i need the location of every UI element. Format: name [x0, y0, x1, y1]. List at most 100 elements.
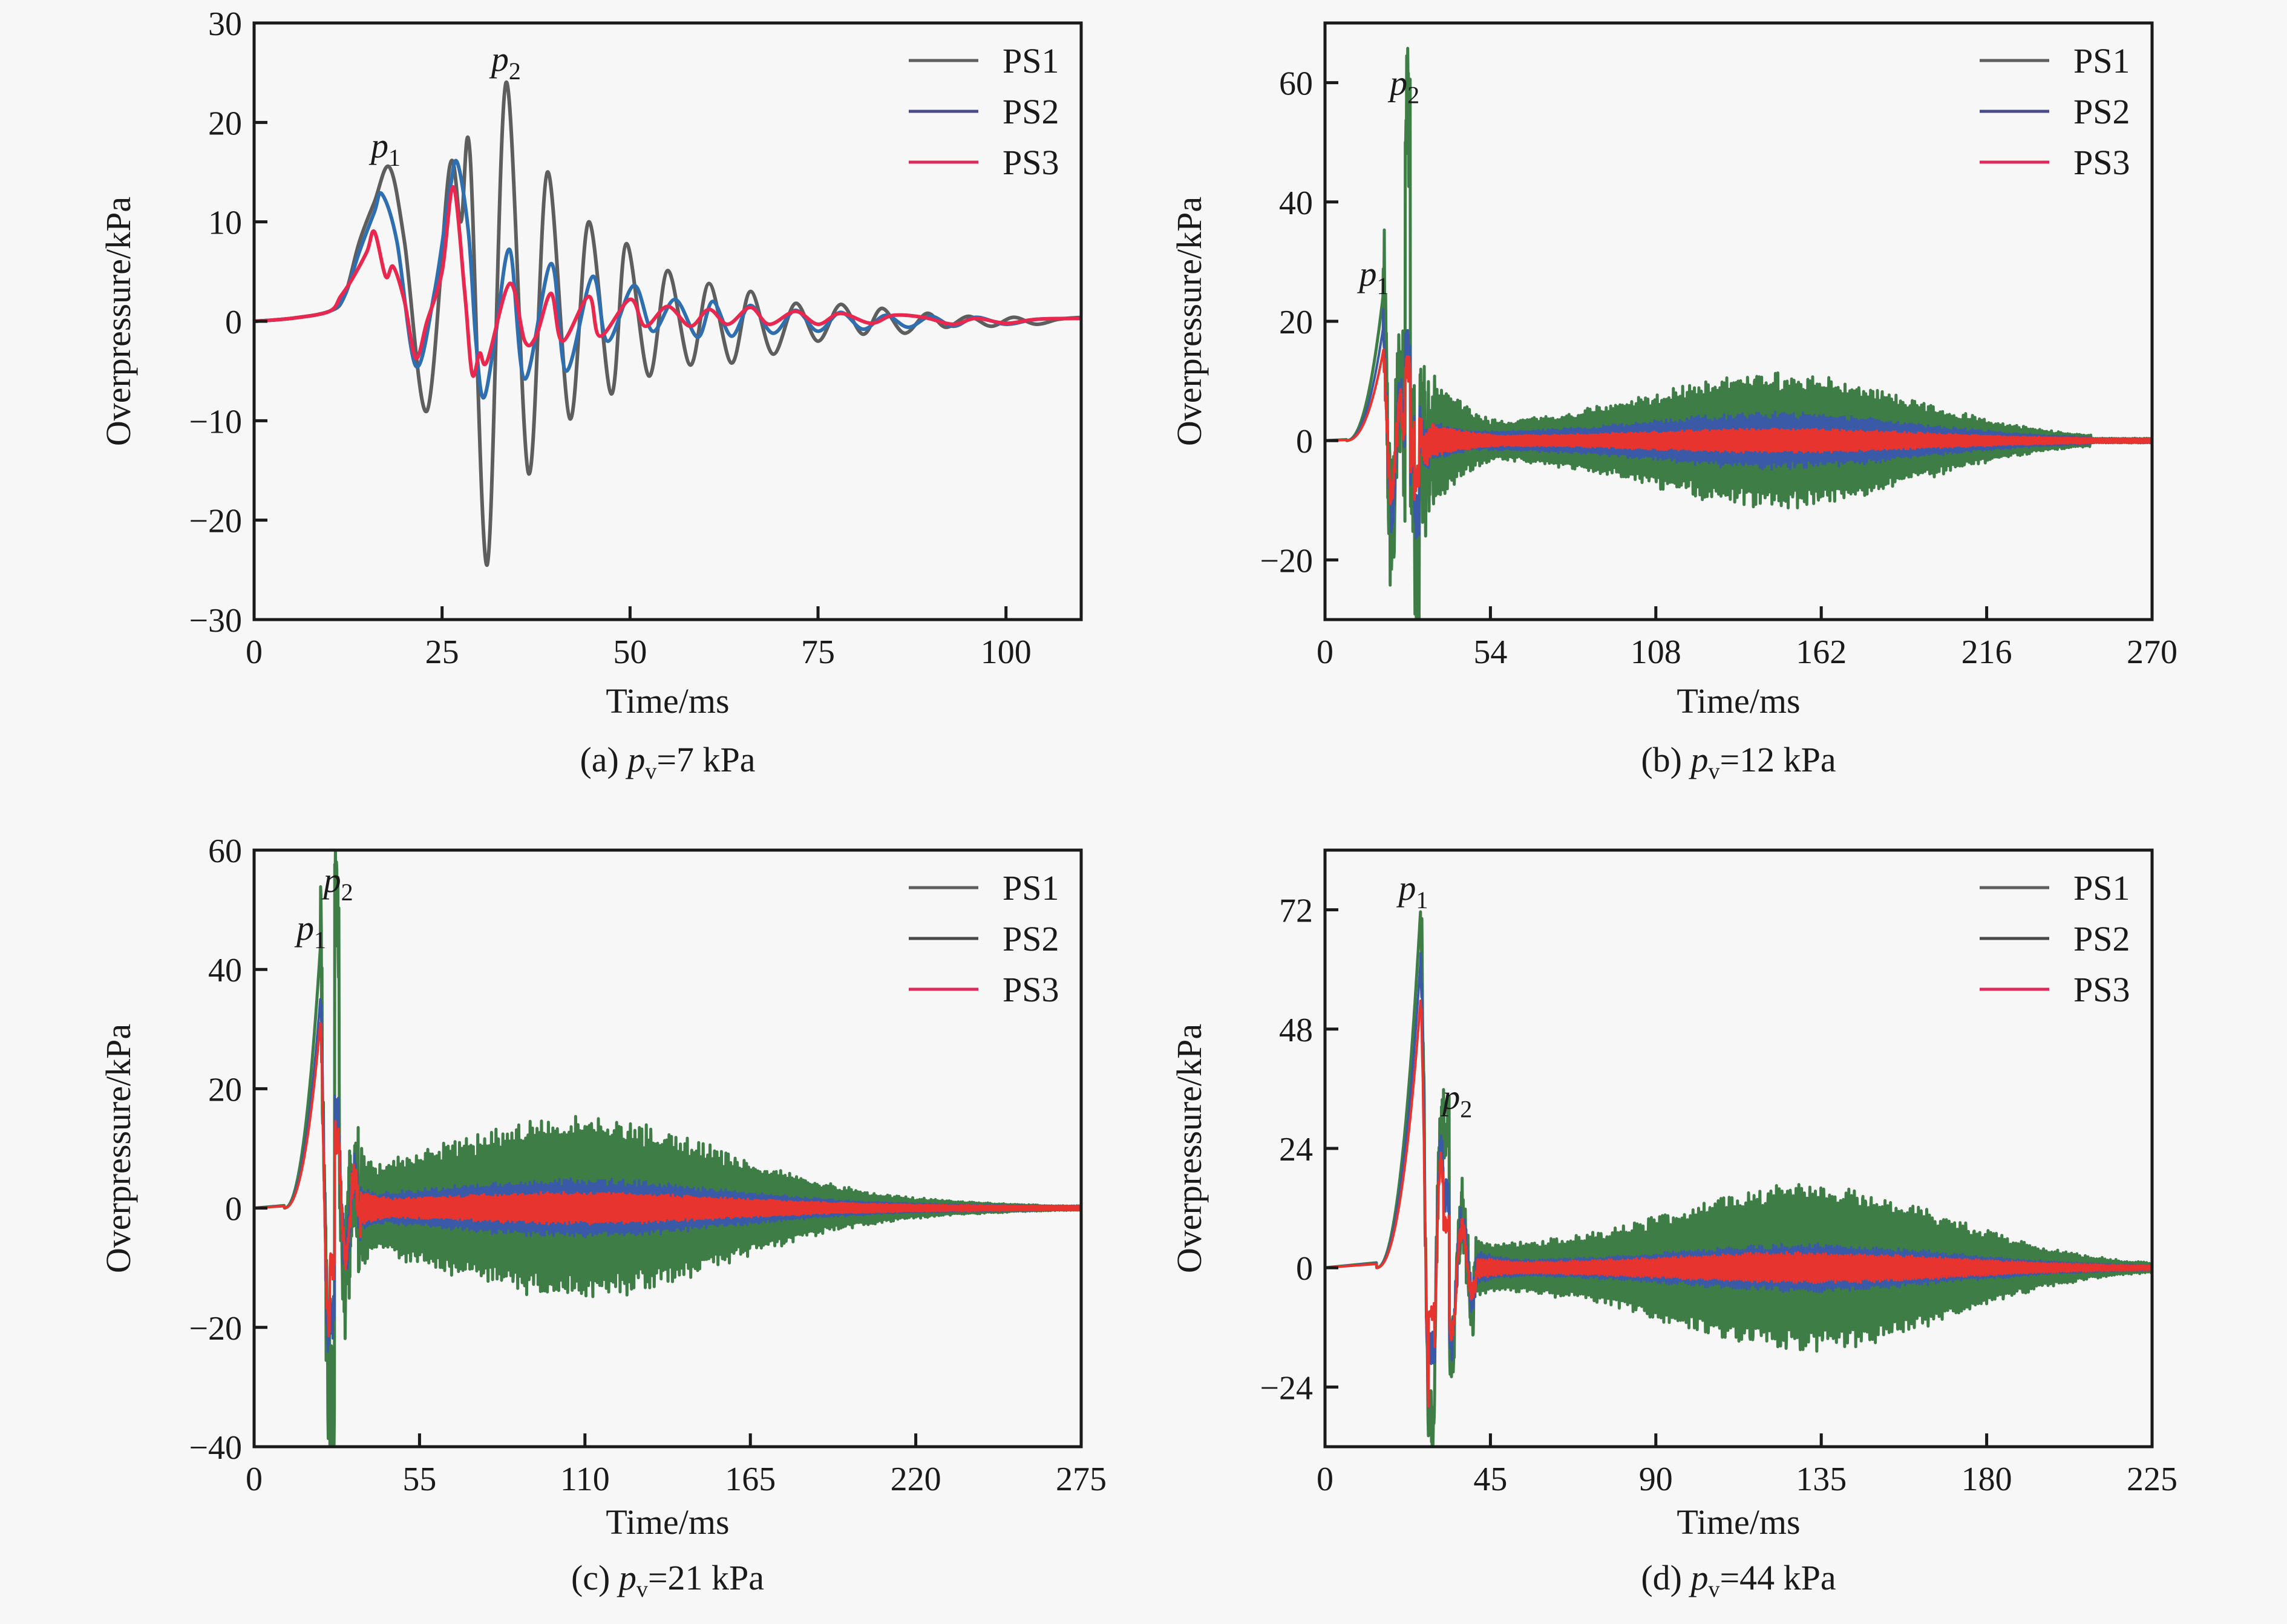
y-tick-label: −20 — [189, 503, 242, 540]
series-line-ps3 — [254, 185, 1081, 378]
panel-caption: (c) pv=21 kPa — [571, 1558, 764, 1602]
peak-label-p1: p1 — [1357, 254, 1389, 300]
plot-area — [1325, 47, 2152, 620]
series-line-ps3 — [1325, 348, 2152, 505]
caption-prefix: (d) — [1641, 1558, 1690, 1597]
y-tick-label: 24 — [1279, 1131, 1313, 1168]
caption-variable: p — [617, 1558, 636, 1597]
y-tick-label: 0 — [1296, 1250, 1313, 1288]
legend-item-ps1: PS1 — [1980, 41, 2130, 80]
x-axis-title: Time/ms — [606, 1502, 729, 1542]
legend-item-ps3: PS3 — [909, 143, 1059, 182]
panel-c: 0 55 110 165 220 275 −40 −20 0 20 40 60 Time/ms Overp… — [99, 833, 1107, 1602]
legend-label: PS1 — [1003, 868, 1059, 908]
peak-label-p2: p2 — [489, 39, 521, 85]
y-tick-label: 0 — [225, 304, 242, 341]
x-tick-label: 100 — [981, 634, 1032, 671]
panel-caption: (b) pv=12 kPa — [1641, 740, 1836, 784]
caption-subscript: v — [1708, 1577, 1719, 1602]
series-line-ps3 — [1325, 1000, 2152, 1408]
caption-value: =7 kPa — [656, 740, 755, 779]
y-tick-label: −20 — [189, 1310, 242, 1347]
peak-label-subscript: 2 — [1460, 1095, 1472, 1122]
y-tick-label: −24 — [1260, 1369, 1313, 1407]
panel-caption: (d) pv=44 kPa — [1641, 1558, 1836, 1602]
y-tick-label: 20 — [1279, 304, 1313, 341]
panel-a: 0 25 50 75 100 −30 −20 −10 0 10 20 30 Time/ms Overpre… — [99, 5, 1083, 784]
x-tick-label: 55 — [402, 1461, 436, 1498]
plot-area — [254, 80, 1081, 567]
x-axis-title: Time/ms — [1677, 681, 1800, 721]
x-tick-label: 25 — [425, 634, 459, 671]
panel-d: 0 45 90 135 180 225 −24 0 24 48 72 Time/ms Overpress… — [1170, 848, 2177, 1602]
legend-label: PS1 — [2073, 868, 2130, 908]
legend-item-ps1: PS1 — [1980, 868, 2130, 908]
caption-value: =21 kPa — [648, 1558, 764, 1597]
peak-label-p2: p2 — [1387, 63, 1419, 108]
x-tick-label: 270 — [2127, 634, 2177, 671]
caption-subscript: v — [1708, 759, 1719, 784]
legend-item-ps1: PS1 — [909, 868, 1059, 908]
y-tick-label: 48 — [1279, 1012, 1313, 1049]
y-tick-label: 40 — [1279, 185, 1313, 222]
legend-item-ps1: PS1 — [909, 41, 1059, 80]
caption-variable: p — [1688, 1558, 1708, 1597]
x-tick-label: 275 — [1056, 1461, 1107, 1498]
peak-label-p1: p1 — [1396, 868, 1428, 914]
y-axis-title: Overpressure/kPa — [99, 1024, 138, 1273]
peak-label-p1: p1 — [368, 126, 401, 171]
series-line-ps1 — [1325, 47, 2152, 620]
x-tick-label: 0 — [246, 634, 263, 671]
caption-prefix: (c) — [571, 1558, 619, 1597]
x-tick-label: 45 — [1473, 1461, 1507, 1498]
caption-variable: p — [625, 740, 645, 779]
y-tick-label: 20 — [208, 105, 242, 142]
series-line-ps3 — [254, 1021, 1081, 1337]
y-tick-label: −30 — [189, 602, 242, 640]
peak-label-subscript: 2 — [341, 879, 353, 906]
x-tick-label: 0 — [1317, 1461, 1333, 1498]
x-tick-label: 0 — [1317, 634, 1333, 671]
y-tick-label: 40 — [208, 952, 242, 989]
legend-label: PS3 — [1003, 970, 1059, 1009]
y-axis-title: Overpressure/kPa — [1170, 1024, 1209, 1273]
legend-item-ps3: PS3 — [1980, 970, 2130, 1009]
caption-variable: p — [1688, 740, 1708, 779]
y-tick-label: −10 — [189, 403, 242, 440]
y-tick-label: 10 — [208, 205, 242, 242]
legend-label: PS3 — [2073, 143, 2130, 182]
legend-item-ps2: PS2 — [1980, 919, 2130, 958]
panel-b: 0 54 108 162 216 270 −20 0 20 40 60 Time/ms Overpres… — [1170, 21, 2177, 784]
caption-prefix: (a) — [580, 740, 627, 779]
x-axis-title: Time/ms — [1677, 1502, 1800, 1542]
series-line-ps1 — [1325, 910, 2152, 1447]
y-tick-label: 60 — [1279, 65, 1313, 103]
peak-label-subscript: 1 — [1416, 886, 1428, 914]
peak-label-subscript: 1 — [1377, 272, 1389, 300]
legend-label: PS2 — [1003, 919, 1059, 958]
x-tick-label: 135 — [1796, 1461, 1847, 1498]
legend-item-ps2: PS2 — [909, 92, 1059, 131]
caption-subscript: v — [636, 1577, 648, 1602]
y-tick-label: 0 — [225, 1191, 242, 1228]
peak-label-subscript: 2 — [509, 57, 521, 85]
plot-area — [254, 850, 1081, 1447]
x-tick-label: 90 — [1639, 1461, 1673, 1498]
legend-label: PS1 — [2073, 41, 2130, 80]
x-tick-label: 220 — [891, 1461, 941, 1498]
peak-label-p2: p2 — [1440, 1077, 1472, 1122]
axes-frame — [252, 848, 1083, 1449]
x-tick-label: 110 — [560, 1461, 610, 1498]
x-tick-label: 162 — [1796, 634, 1847, 671]
legend-item-ps2: PS2 — [1980, 92, 2130, 131]
legend-item-ps3: PS3 — [909, 970, 1059, 1009]
y-tick-label: −40 — [189, 1429, 242, 1467]
y-axis-title: Overpressure/kPa — [99, 197, 138, 446]
peak-label-subscript: 2 — [1407, 81, 1419, 108]
x-tick-label: 216 — [1961, 634, 2012, 671]
x-tick-label: 165 — [725, 1461, 776, 1498]
y-tick-label: 20 — [208, 1071, 242, 1108]
peak-label-p2: p2 — [321, 860, 353, 906]
y-axis-title: Overpressure/kPa — [1170, 197, 1209, 446]
